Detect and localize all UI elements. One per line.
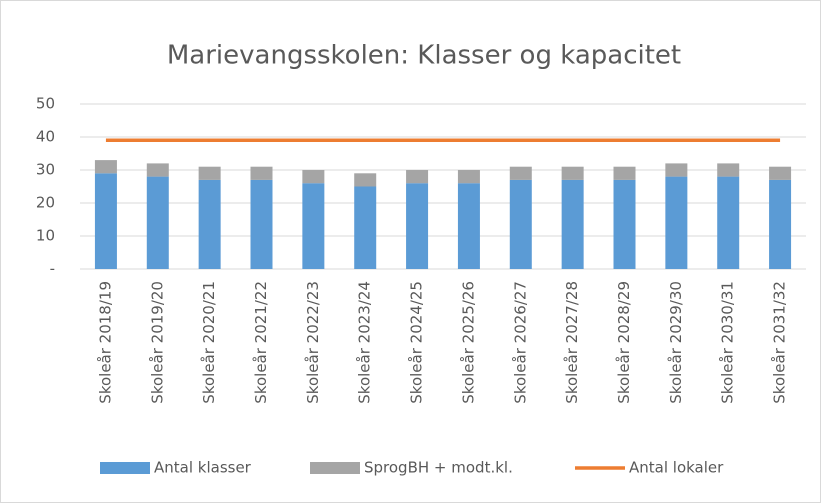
bar-segment (717, 176, 740, 269)
y-tick-label: 20 (36, 194, 55, 212)
x-tick-label: Skoleår 2031/32 (771, 281, 789, 404)
y-tick-label: 50 (36, 95, 55, 113)
bar-segment (665, 176, 688, 269)
chart-title: Marievangsskolen: Klasser og kapacitet (167, 41, 681, 71)
bar-segment (146, 163, 169, 177)
bar-segment (509, 179, 532, 269)
bar-segment (146, 176, 169, 269)
bar-segment (198, 179, 221, 269)
x-tick-label: Skoleår 2027/28 (563, 281, 581, 404)
bar-segment (302, 170, 325, 184)
bar-segment (561, 166, 584, 180)
bar-segment (769, 166, 792, 180)
legend-label: Antal klasser (154, 459, 252, 477)
x-tick-label: Skoleår 2028/29 (615, 281, 633, 404)
bar-segment (94, 160, 117, 174)
legend-label: SprogBH + modt.kl. (364, 459, 513, 477)
bar-segment (250, 166, 273, 180)
bar-segment (769, 179, 792, 269)
x-tick-label: Skoleår 2025/26 (459, 281, 477, 404)
x-tick-label: Skoleår 2021/22 (252, 281, 270, 404)
x-tick-label: Skoleår 2026/27 (511, 281, 529, 404)
bar-segment (665, 163, 688, 177)
bar-segment (354, 186, 377, 269)
y-tick-label: - (50, 260, 55, 278)
y-tick-label: 10 (36, 227, 55, 245)
bar-segment (302, 183, 325, 269)
bar-segment (561, 179, 584, 269)
legend-swatch (310, 462, 360, 474)
x-tick-label: Skoleår 2030/31 (719, 281, 737, 404)
bar-segment (354, 173, 377, 187)
bar-segment (406, 170, 429, 184)
x-tick-label: Skoleår 2029/30 (667, 281, 685, 404)
legend-swatch (100, 462, 150, 474)
bar-segment (406, 183, 429, 269)
bar-segment (457, 170, 480, 184)
x-tick-label: Skoleår 2018/19 (96, 281, 114, 404)
bar-segment (94, 173, 117, 269)
bar-segment (509, 166, 532, 180)
x-tick-label: Skoleår 2019/20 (148, 281, 166, 404)
x-tick-label: Skoleår 2023/24 (356, 281, 374, 404)
bar-segment (457, 183, 480, 269)
bar-segment (198, 166, 221, 180)
bar-segment (250, 179, 273, 269)
bar-segment (613, 179, 636, 269)
x-tick-label: Skoleår 2024/25 (408, 281, 426, 404)
x-tick-label: Skoleår 2022/23 (304, 281, 322, 404)
bar-segment (717, 163, 740, 177)
bar-segment (613, 166, 636, 180)
legend-label: Antal lokaler (629, 459, 724, 477)
x-tick-label: Skoleår 2020/21 (200, 281, 218, 404)
y-tick-label: 30 (36, 161, 55, 179)
y-tick-label: 40 (36, 128, 55, 146)
